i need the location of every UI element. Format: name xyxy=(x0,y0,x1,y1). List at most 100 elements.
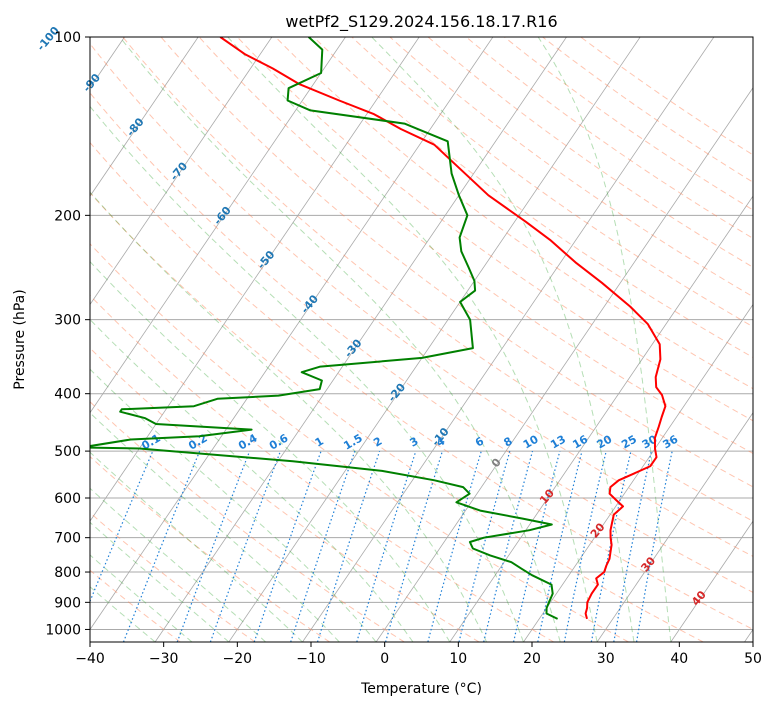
isotherm-line xyxy=(154,37,567,642)
dry-adiabat xyxy=(389,37,753,298)
x-tick-label: −30 xyxy=(149,651,179,667)
dry-adiabat xyxy=(236,37,753,422)
dry-adiabat xyxy=(90,455,330,642)
dry-adiabat xyxy=(90,141,753,630)
isotherm-label: -40 xyxy=(298,292,321,316)
dry-adiabat xyxy=(198,37,753,454)
x-tick-label: 20 xyxy=(523,651,541,667)
x-axis-ticks: −40 −30 −20 −10 0 10 20 30 40 50 xyxy=(75,642,762,667)
mixing-ratio-line xyxy=(176,450,251,642)
mixing-ratio-label: 0.4 xyxy=(236,431,260,452)
y-tick-label: 500 xyxy=(54,444,81,460)
isotherm-label: -30 xyxy=(342,336,365,360)
x-tick-label: 40 xyxy=(670,651,688,667)
isotherm-line xyxy=(744,628,753,642)
y-tick-label: 200 xyxy=(54,208,81,224)
dry-adiabat xyxy=(313,37,753,358)
dry-adiabat xyxy=(542,37,753,183)
mixing-ratio-line xyxy=(636,450,673,642)
dry-adiabat xyxy=(504,37,753,211)
moist-adiabat xyxy=(90,191,488,642)
dry-adiabat xyxy=(90,243,629,642)
y-tick-label: 100 xyxy=(54,30,81,46)
mixing-ratio-line xyxy=(316,450,381,642)
mixing-ratio-line xyxy=(563,450,607,642)
isotherm-label: 10 xyxy=(537,486,557,506)
x-tick-label: −20 xyxy=(223,651,253,667)
mixing-ratio-label: 25 xyxy=(619,433,639,452)
dry-adiabat xyxy=(90,294,555,642)
dry-adiabat xyxy=(465,37,753,239)
isotherm-line xyxy=(449,195,753,642)
moist-adiabat xyxy=(90,554,193,642)
temperature-profile xyxy=(219,37,667,620)
dry-adiabat xyxy=(122,37,753,522)
dry-adiabat xyxy=(90,92,753,593)
isotherm-line xyxy=(228,37,641,642)
isotherm-label: -70 xyxy=(168,159,191,183)
mixing-ratio-label: 13 xyxy=(548,433,568,452)
mixing-ratio-label: 1 xyxy=(313,435,326,450)
moist-adiabat xyxy=(119,37,561,642)
isotherm-label: -50 xyxy=(255,248,278,272)
y-tick-label: 400 xyxy=(54,387,81,403)
x-tick-label: 10 xyxy=(449,651,467,667)
profile-lines xyxy=(90,37,667,620)
mixing-ratio-line xyxy=(90,450,154,603)
moist-adiabat xyxy=(537,37,672,642)
mixing-ratio-label: 10 xyxy=(521,432,541,451)
isotherm-line xyxy=(375,87,753,642)
isotherm-label: -20 xyxy=(385,381,408,405)
dry-adiabat xyxy=(90,192,704,642)
y-tick-label: 1000 xyxy=(45,622,81,638)
dry-adiabat xyxy=(90,347,480,642)
mixing-ratio-line xyxy=(122,450,201,642)
isotherm-line xyxy=(90,37,346,414)
mixing-ratio-label: 1.5 xyxy=(341,432,364,453)
isotherm-label: -80 xyxy=(124,115,147,139)
isotherm-line xyxy=(90,37,199,197)
mixing-ratio-line xyxy=(356,450,417,642)
moist-adiabat xyxy=(90,260,451,642)
moist-adiabat xyxy=(371,37,635,642)
dry-adiabat xyxy=(427,37,753,268)
isotherm-line xyxy=(90,37,494,631)
x-tick-label: 30 xyxy=(597,651,615,667)
plot-frame xyxy=(89,36,754,643)
mixing-ratio-line xyxy=(483,450,534,642)
dry-adiabat xyxy=(90,511,256,642)
moist-adiabat xyxy=(90,451,303,642)
mixing-ratio-label: 8 xyxy=(501,435,514,450)
y-axis-ticks: 100 200 300 400 500 600 700 800 900 1000 xyxy=(45,30,90,638)
isotherm-line xyxy=(90,37,420,522)
x-tick-label: 50 xyxy=(744,651,762,667)
mixing-ratio-line xyxy=(458,450,511,642)
mixing-ratio-line xyxy=(253,450,322,642)
mixing-ratio-line xyxy=(513,450,561,642)
isotherm-label: -90 xyxy=(80,71,103,95)
isotherm-label: 30 xyxy=(638,554,658,574)
mixing-ratio-line xyxy=(290,450,356,642)
moist-adiabat xyxy=(90,412,340,642)
dewpoint-profile xyxy=(90,37,559,620)
moist-adiabat xyxy=(90,368,377,642)
y-tick-label: 300 xyxy=(54,313,81,329)
moist-adiabat xyxy=(90,487,266,642)
y-tick-label: 600 xyxy=(54,491,81,507)
moist-adiabat xyxy=(90,105,524,642)
mixing-ratio-label: 0.6 xyxy=(267,431,291,452)
y-axis-label: Pressure (hPa) xyxy=(12,289,28,389)
mixing-ratio-label: 16 xyxy=(570,432,590,451)
x-tick-label: −40 xyxy=(75,651,105,667)
y-tick-label: 700 xyxy=(54,531,81,547)
isotherm-line xyxy=(596,412,753,642)
background-lines xyxy=(90,37,753,642)
moist-adiabat xyxy=(90,586,156,642)
mixing-ratio-label: 20 xyxy=(595,432,615,451)
isotherm-line xyxy=(670,520,753,642)
dry-adiabat xyxy=(90,42,753,557)
dry-adiabat xyxy=(275,37,753,390)
mixing-ratio-line xyxy=(385,450,443,642)
